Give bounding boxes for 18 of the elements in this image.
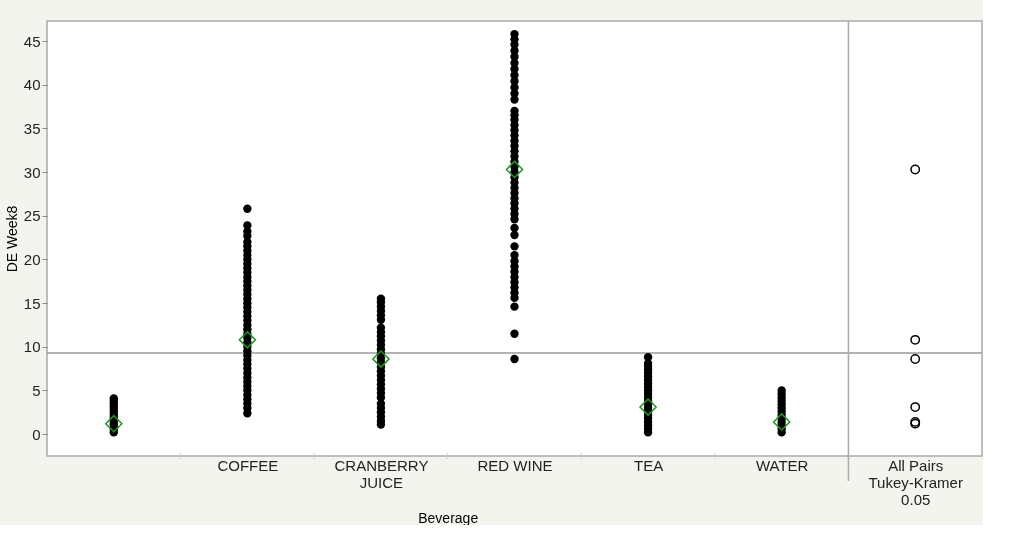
y-tick-label: 20: [23, 250, 41, 268]
y-tick-label: 30: [23, 163, 41, 181]
y-axis-title: DE Week8: [3, 205, 20, 273]
y-tick-label: 35: [23, 119, 41, 137]
y-tick-label: 25: [23, 207, 41, 225]
x-tick-label: CRANBERRY JUICE: [334, 456, 429, 491]
y-tick-label: 0: [32, 425, 41, 443]
x-tick-label: TEA: [633, 456, 664, 474]
y-tick-label: 5: [32, 381, 41, 399]
y-tick-label: 40: [23, 76, 41, 94]
x-tick-label: All Pairs Tukey-Kramer 0.05: [868, 456, 963, 508]
y-tick-label: 45: [23, 32, 41, 50]
x-axis-title: Beverage: [418, 509, 479, 526]
x-tick-label: WATER: [755, 456, 809, 474]
y-tick-label: 10: [23, 338, 41, 356]
x-tick-label: COFFEE: [217, 456, 279, 474]
y-tick-label: 15: [23, 294, 41, 312]
x-tick-label: RED WINE: [477, 456, 553, 474]
